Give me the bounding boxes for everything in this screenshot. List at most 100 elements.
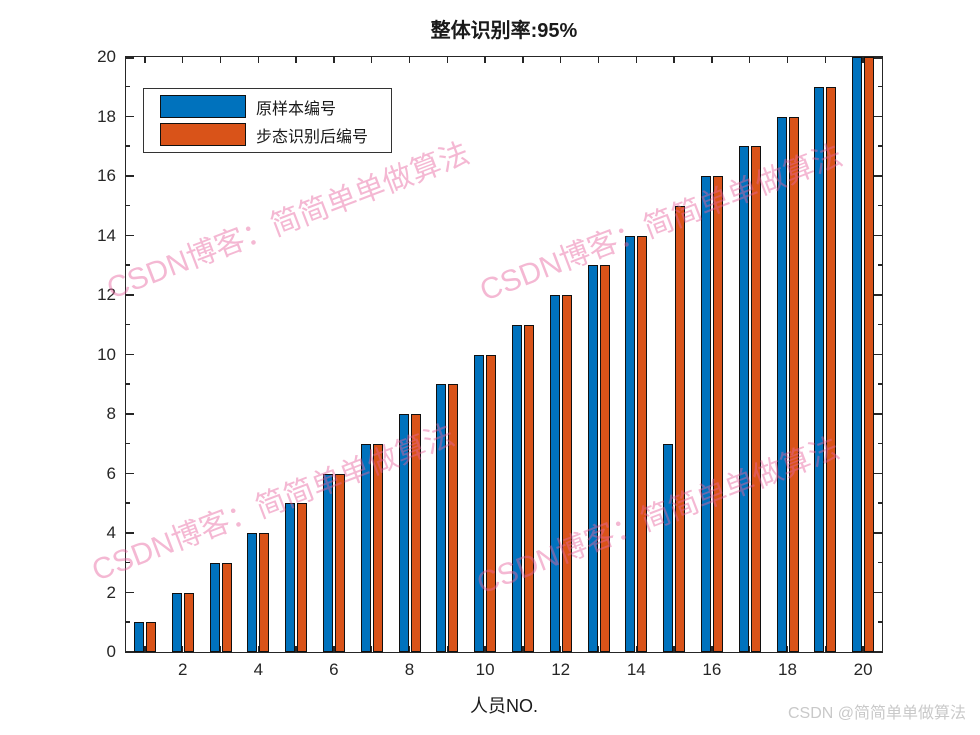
- x-tick-label: 14: [626, 660, 646, 679]
- bar-original-sample: [587, 265, 598, 652]
- legend-row-recognized: 步态识别后编号: [160, 123, 391, 147]
- x-tick-bottom: [484, 646, 486, 652]
- x-tick-bottom: [824, 646, 827, 652]
- y-tick-left: [126, 234, 134, 236]
- x-tick-top: [786, 57, 789, 63]
- y-tick-left: [126, 472, 134, 474]
- bar-original-sample: [852, 57, 863, 652]
- x-tick-top: [673, 57, 675, 63]
- x-tick-label: 16: [702, 660, 722, 679]
- y-tick-left: [126, 353, 134, 355]
- y-tick-right: [874, 651, 882, 653]
- bar-original-sample: [398, 414, 409, 652]
- x-tick-top: [748, 57, 751, 63]
- y-tick-label: 0: [106, 642, 116, 661]
- y-tick-label: 14: [97, 225, 116, 245]
- x-tick-bottom: [446, 646, 449, 652]
- x-tick-bottom: [711, 646, 713, 652]
- y-tick-right: [874, 115, 882, 117]
- x-tick-bottom: [862, 646, 864, 652]
- x-tick-top: [257, 57, 260, 63]
- bar-after-recognition: [410, 414, 421, 652]
- x-tick-label: 6: [329, 660, 339, 679]
- y-tick-label: 16: [97, 166, 116, 185]
- y-tick-right: [878, 264, 882, 266]
- y-tick-left: [126, 145, 130, 147]
- y-tick-left: [126, 532, 134, 534]
- x-tick-top: [370, 57, 373, 63]
- x-tick-label: 20: [853, 660, 873, 679]
- bar-original-sample: [511, 324, 522, 652]
- y-tick-left: [126, 204, 130, 207]
- x-tick-bottom: [559, 646, 562, 652]
- csdn-credit-watermark: CSDN @简简单单做算法: [787, 705, 966, 722]
- x-tick-bottom: [295, 646, 297, 652]
- y-tick-right: [878, 383, 882, 385]
- y-tick-left: [126, 591, 134, 593]
- bar-after-recognition: [259, 533, 270, 652]
- bar-after-recognition: [675, 205, 686, 652]
- x-tick-top: [862, 57, 864, 63]
- bar-after-recognition: [221, 562, 232, 652]
- bar-original-sample: [625, 235, 636, 652]
- x-tick-top: [144, 57, 146, 63]
- x-tick-top: [559, 57, 562, 63]
- legend: 原样本编号 步态识别后编号: [143, 88, 392, 153]
- bar-after-recognition: [637, 235, 648, 652]
- y-tick-label: 12: [97, 285, 116, 304]
- bar-original-sample: [436, 384, 447, 652]
- y-tick-label: 8: [106, 404, 116, 423]
- y-tick-left: [126, 323, 130, 326]
- y-tick-label: 2: [106, 582, 116, 602]
- bar-after-recognition: [561, 295, 572, 652]
- y-tick-label: 10: [97, 344, 116, 364]
- x-tick-bottom: [786, 646, 789, 652]
- y-tick-right: [878, 323, 882, 326]
- y-tick-right: [874, 413, 882, 415]
- bar-after-recognition: [826, 86, 837, 652]
- bar-after-recognition: [297, 503, 308, 652]
- y-tick-left: [126, 264, 130, 266]
- legend-row-original: 原样本编号: [160, 95, 391, 119]
- bar-after-recognition: [334, 473, 345, 652]
- bar-after-recognition: [788, 116, 799, 652]
- y-tick-right: [874, 175, 882, 177]
- y-tick-label: 6: [106, 463, 116, 483]
- x-tick-bottom: [370, 646, 373, 652]
- bar-original-sample: [360, 443, 371, 652]
- y-tick-right: [878, 502, 882, 504]
- x-tick-top: [824, 57, 827, 63]
- bar-original-sample: [663, 443, 674, 652]
- y-tick-left: [126, 413, 134, 415]
- x-tick-bottom: [635, 646, 638, 652]
- y-tick-label: 20: [97, 47, 116, 66]
- x-tick-bottom: [333, 646, 335, 652]
- x-tick-top: [181, 57, 184, 63]
- y-tick-left: [126, 383, 130, 385]
- x-tick-top: [446, 57, 449, 63]
- x-tick-top: [408, 57, 411, 63]
- y-tick-right: [874, 294, 882, 296]
- legend-swatch-original-icon: [160, 95, 246, 118]
- bar-original-sample: [133, 622, 144, 652]
- bar-original-sample: [549, 295, 560, 652]
- x-tick-label: 12: [551, 660, 571, 679]
- x-tick-label: 18: [778, 660, 797, 679]
- x-tick-top: [635, 57, 638, 63]
- x-tick-bottom: [144, 646, 146, 652]
- bar-original-sample: [285, 503, 296, 652]
- x-tick-label: 10: [475, 660, 495, 679]
- bar-after-recognition: [864, 57, 875, 652]
- x-tick-top: [219, 57, 222, 63]
- x-tick-bottom: [522, 646, 524, 652]
- bar-original-sample: [247, 533, 258, 652]
- y-tick-left: [126, 621, 130, 623]
- bar-after-recognition: [712, 176, 723, 652]
- x-tick-top: [522, 57, 524, 63]
- legend-label-recognized: 步态识别后编号: [256, 128, 369, 146]
- y-tick-right: [874, 353, 882, 355]
- y-tick-right: [878, 621, 882, 623]
- x-tick-bottom: [181, 646, 184, 652]
- y-tick-right: [878, 204, 882, 207]
- x-tick-top: [333, 57, 335, 63]
